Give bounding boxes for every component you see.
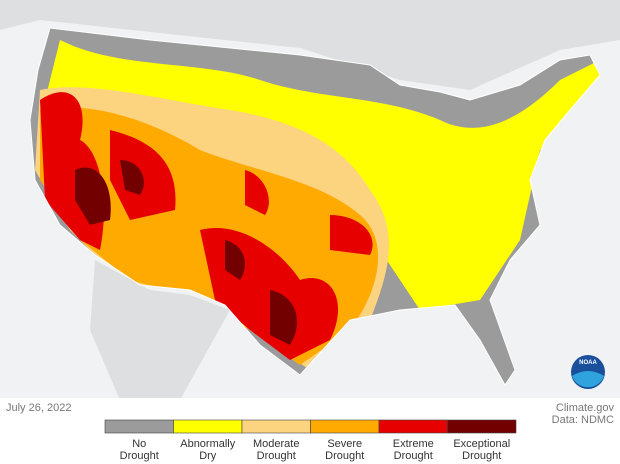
legend-label: Extreme Drought (393, 438, 434, 462)
exceptional-drought-area (75, 160, 298, 345)
legend-label-line: Drought (325, 450, 364, 462)
date: July 26, 2022 (6, 402, 71, 414)
legend-label-line: Dry (199, 450, 217, 462)
extreme-drought-area (40, 92, 373, 360)
svg-text:NOAA: NOAA (579, 360, 597, 366)
legend-label-line: Drought (257, 450, 296, 462)
canada (0, 0, 620, 90)
data-source: Data: NDMC (552, 414, 614, 426)
legend-swatch (241, 419, 311, 434)
legend-label-line: Abnormally (180, 438, 236, 450)
legend-label-line: Drought (462, 450, 501, 462)
mexico (90, 260, 230, 400)
us-outline (29, 27, 601, 386)
legend-label-line: Drought (394, 450, 433, 462)
legend-label: Abnormally Dry (180, 438, 236, 462)
legend-label-line: No (132, 438, 146, 450)
legend-label-line: Moderate (253, 438, 299, 450)
noaa-logo: NOAA (571, 355, 605, 389)
site-credit: Climate.gov (556, 402, 615, 414)
legend-swatch (310, 419, 380, 434)
legend-swatch (378, 419, 448, 434)
legend-label: Exceptional Drought (453, 438, 510, 462)
legend-swatch (447, 419, 517, 434)
legend-label: No Drought (120, 438, 159, 462)
legend-label-line: Extreme (393, 438, 434, 450)
legend-label: Severe Drought (325, 438, 364, 462)
legend-label-line: Severe (327, 438, 362, 450)
legend-label-line: Drought (120, 450, 159, 462)
legend-label: Moderate Drought (253, 438, 299, 462)
legend-swatch (104, 419, 174, 434)
legend-swatch (173, 419, 243, 434)
legend-label-line: Exceptional (453, 438, 510, 450)
